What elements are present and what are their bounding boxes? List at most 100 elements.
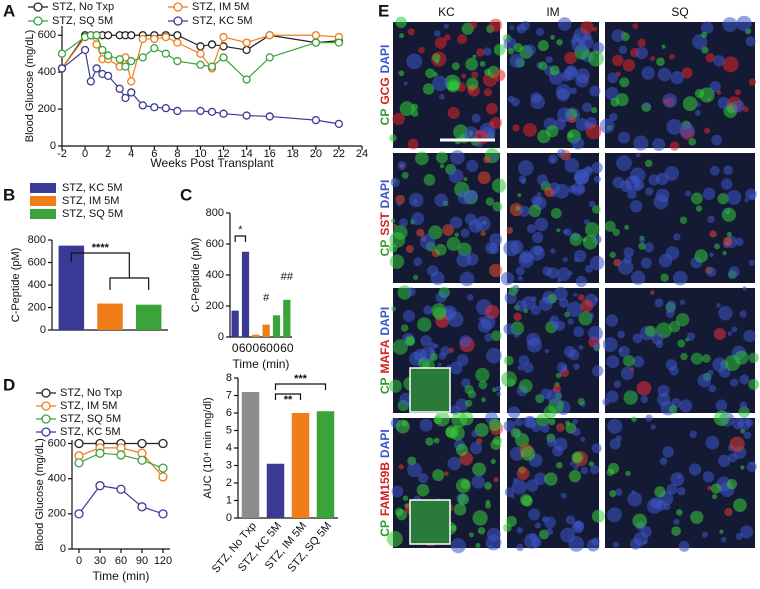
x-tick-label: 0: [273, 341, 280, 355]
cell: [523, 308, 528, 314]
annotation: ****: [92, 242, 110, 254]
data-point: [311, 116, 320, 125]
cell: [605, 86, 619, 101]
cell: [605, 314, 619, 327]
cell: [666, 300, 677, 310]
legend-marker: [41, 414, 51, 424]
cell: [444, 34, 451, 41]
column-label: KC: [438, 5, 455, 19]
data-point: [115, 55, 124, 64]
data-point: [127, 31, 136, 40]
data-point: [219, 53, 228, 62]
y-tick-label: 4: [226, 442, 232, 454]
x-axis-title: Time (min): [233, 357, 290, 371]
cell: [588, 200, 596, 208]
cell: [443, 23, 449, 29]
cell: [656, 392, 671, 407]
cell: [650, 56, 656, 61]
cell: [619, 77, 630, 88]
cell: [562, 256, 568, 263]
cell: [434, 411, 450, 427]
cell: [573, 464, 579, 470]
cell: [464, 213, 477, 226]
cell: [475, 367, 490, 383]
x-tick-label: 60: [259, 341, 273, 355]
bar: [291, 413, 310, 518]
x-tick-label: 24: [356, 148, 368, 160]
cell: [467, 294, 474, 301]
cell: [745, 36, 756, 47]
cell: [450, 538, 466, 554]
cell: [439, 163, 445, 169]
cell: [509, 25, 515, 31]
cell: [407, 138, 419, 150]
cell: [735, 532, 743, 541]
cell: [702, 471, 715, 483]
cell: [668, 320, 681, 333]
cell: [493, 43, 506, 56]
panel-letter: D: [3, 375, 15, 394]
cell: [582, 102, 593, 113]
cell: [705, 53, 715, 63]
cell: [665, 359, 678, 371]
cell: [437, 362, 442, 367]
y-tick-label: 800: [206, 207, 224, 219]
cell: [660, 273, 669, 282]
cell: [488, 418, 502, 431]
x-tick-label: 90: [136, 555, 148, 567]
data-point: [57, 64, 67, 73]
cell: [680, 352, 688, 361]
data-point: [173, 56, 182, 66]
cell: [742, 286, 747, 291]
cell: [535, 27, 544, 37]
cell: [554, 320, 566, 331]
cell: [578, 344, 584, 350]
x-tick-label: 6: [151, 148, 157, 160]
data-point: [150, 103, 159, 112]
y-tick-label: 600: [206, 238, 224, 250]
cell: [743, 329, 756, 343]
cell: [480, 230, 486, 237]
cell: [712, 357, 727, 372]
cell: [707, 215, 715, 224]
data-point: [265, 112, 274, 121]
data-point: [127, 77, 136, 86]
data-point: [242, 45, 251, 55]
cell: [469, 21, 478, 30]
cell: [666, 119, 683, 135]
cell: [709, 230, 717, 238]
cell: [388, 243, 398, 253]
cell: [536, 191, 542, 197]
cell: [675, 312, 690, 327]
cell: [676, 509, 683, 516]
cell: [556, 267, 571, 282]
cell: [516, 467, 530, 480]
y-tick-label: 0: [226, 512, 232, 524]
cell: [612, 228, 620, 237]
cell: [393, 225, 408, 240]
cell: [513, 312, 522, 322]
data-point: [265, 53, 274, 62]
cell: [480, 397, 487, 403]
y-tick-label: 0: [218, 331, 224, 343]
cell: [390, 177, 400, 188]
cell: [633, 183, 642, 192]
cell: [447, 106, 460, 119]
cell: [591, 107, 598, 114]
cell: [544, 472, 558, 486]
x-tick-label: 18: [287, 148, 299, 160]
cell: [652, 138, 666, 152]
cell: [602, 337, 618, 352]
cell: [410, 109, 419, 117]
cell: [546, 125, 559, 138]
cell: [469, 441, 483, 455]
data-point: [196, 42, 205, 51]
cell: [575, 275, 587, 288]
data-point: [137, 455, 147, 465]
cell: [510, 321, 525, 336]
x-tick-label: 120: [154, 555, 172, 567]
cell: [423, 173, 436, 186]
cell: [622, 59, 636, 72]
cell: [534, 522, 541, 529]
cell: [507, 378, 516, 387]
